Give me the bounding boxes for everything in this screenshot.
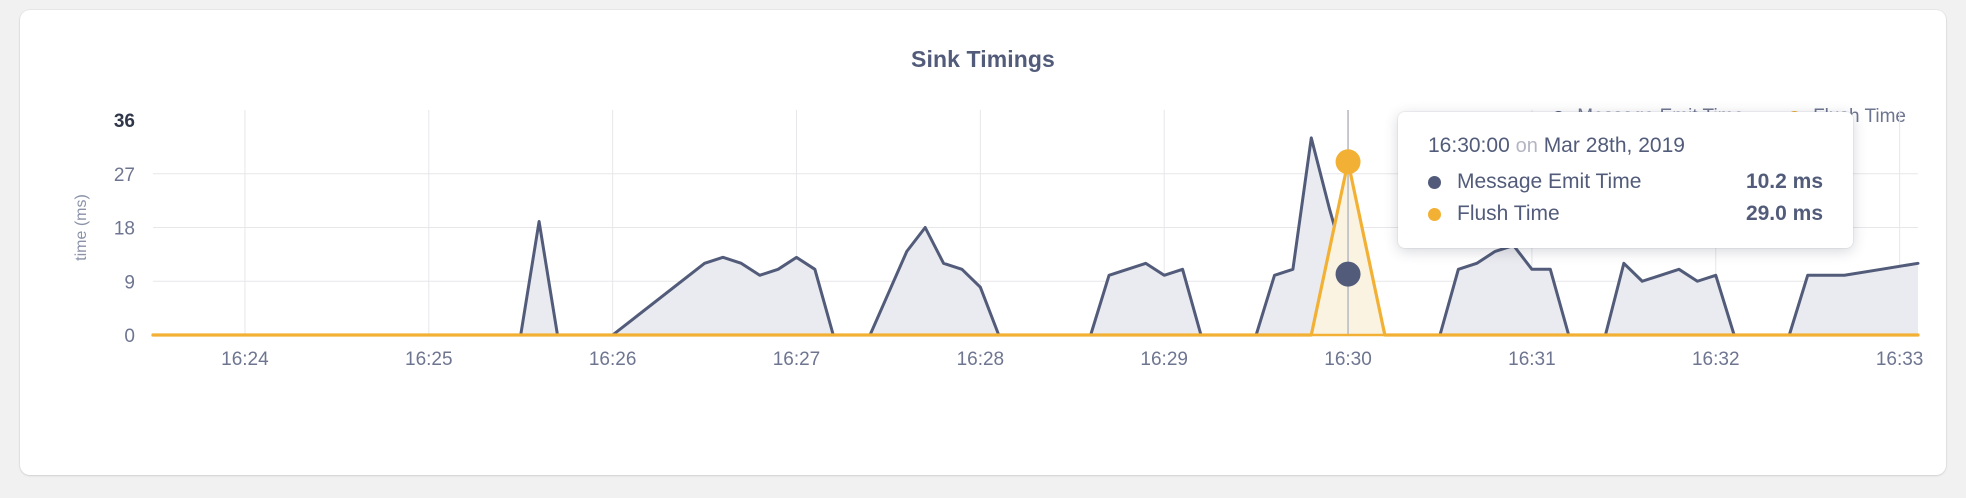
y-axis-title: time (ms) xyxy=(73,194,90,261)
tooltip-on-word: on xyxy=(1515,135,1538,157)
y-tick-label: 36 xyxy=(114,111,135,132)
y-tick-label: 18 xyxy=(114,219,135,240)
tooltip-series-value: 29.0 ms xyxy=(1745,202,1823,225)
hover-point-message-emit-time xyxy=(1335,261,1361,287)
y-tick-label: 27 xyxy=(114,165,135,186)
tooltip-marker-icon xyxy=(1428,175,1441,189)
chart-title: Sink Timings xyxy=(911,46,1055,72)
x-tick-label: 16:28 xyxy=(957,349,1005,370)
x-tick-label: 16:24 xyxy=(221,349,269,370)
tooltip-time: 16:30:00 xyxy=(1428,134,1510,157)
tooltip-row-message-emit-time: Message Emit Time 10.2 ms xyxy=(1428,170,1823,194)
x-tick-label: 16:32 xyxy=(1692,349,1740,370)
y-tick-label: 0 xyxy=(124,326,135,347)
tooltip-series-label: Message Emit Time xyxy=(1457,170,1642,193)
tooltip-date: Mar 28th, 2019 xyxy=(1543,134,1685,157)
y-tick-label: 9 xyxy=(124,272,135,293)
x-tick-label: 16:30 xyxy=(1324,349,1372,370)
series-area-1 xyxy=(153,137,1918,335)
x-tick-label: 16:27 xyxy=(773,349,821,370)
x-tick-label: 16:31 xyxy=(1508,349,1556,370)
x-tick-label: 16:29 xyxy=(1140,349,1188,370)
chart-card: Sink Timings Message Emit Time Flush Tim… xyxy=(20,10,1946,475)
tooltip-row-flush-time: Flush Time 29.0 ms xyxy=(1428,202,1823,226)
x-tick-label: 16:33 xyxy=(1876,349,1924,370)
tooltip-marker-icon xyxy=(1428,207,1441,221)
chart-tooltip: 16:30:00 on Mar 28th, 2019 Message Emit … xyxy=(1398,112,1853,248)
x-tick-label: 16:25 xyxy=(405,349,453,370)
tooltip-header: 16:30:00 on Mar 28th, 2019 xyxy=(1428,134,1823,158)
hover-point-flush-time xyxy=(1335,149,1361,175)
tooltip-series-value: 10.2 ms xyxy=(1745,170,1823,193)
x-tick-label: 16:26 xyxy=(589,349,637,370)
tooltip-series-label: Flush Time xyxy=(1457,202,1560,225)
